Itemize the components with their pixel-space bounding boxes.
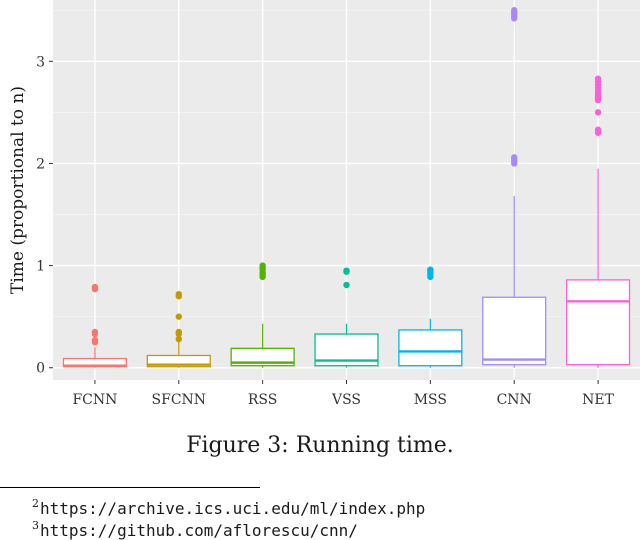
boxplot-chart: 0 1 2 3 Time (proportional to n) FCNN SFCNN RSS…	[8, 0, 640, 408]
x-tick-label: RSS	[248, 392, 277, 408]
box-sfcnn	[146, 354, 211, 368]
y-tick-label: 0	[36, 361, 45, 377]
outlier-point	[91, 336, 99, 344]
outlier-point	[175, 290, 182, 298]
outlier-point	[343, 281, 350, 289]
outlier-point	[511, 154, 518, 161]
figure-caption: Figure 3: Running time.	[186, 433, 454, 458]
footnote-2-url[interactable]: https://archive.ics.uci.edu/ml/index.php	[40, 499, 426, 518]
footnote-3: 3https://github.com/aflorescu/cnn/	[32, 519, 358, 540]
y-tick-label: 1	[36, 259, 45, 275]
footnote-rule	[0, 487, 260, 488]
x-tick-label: CNN	[497, 392, 532, 408]
outlier-point	[594, 109, 602, 116]
outlier-point	[175, 328, 182, 336]
x-tick-label: FCNN	[72, 392, 117, 408]
x-tick-label: MSS	[414, 392, 447, 408]
x-tick-label: NET	[582, 392, 614, 408]
footnote-2: 2https://archive.ics.uci.edu/ml/index.ph…	[32, 497, 426, 518]
x-tick-label: VSS	[331, 392, 361, 408]
outlier-point	[259, 262, 266, 269]
outlier-point	[343, 267, 350, 274]
footnote-3-url[interactable]: https://github.com/aflorescu/cnn/	[40, 521, 358, 540]
box-rss	[230, 347, 295, 367]
y-axis-label: Time (proportional to n)	[8, 86, 28, 294]
y-tick-label: 3	[36, 54, 45, 70]
box-cnn	[482, 296, 547, 366]
outlier-point	[91, 283, 99, 291]
outlier-point	[427, 266, 434, 273]
outlier-point	[175, 335, 182, 343]
outlier-point	[91, 328, 99, 336]
box-mss	[398, 329, 463, 367]
outlier-point	[511, 7, 518, 14]
y-tick-label: 2	[36, 156, 45, 172]
outlier-point	[594, 75, 602, 82]
box-net	[565, 279, 631, 366]
x-tick-label: SFCNN	[152, 392, 207, 408]
outlier-point	[594, 126, 602, 133]
outlier-point	[175, 313, 182, 320]
